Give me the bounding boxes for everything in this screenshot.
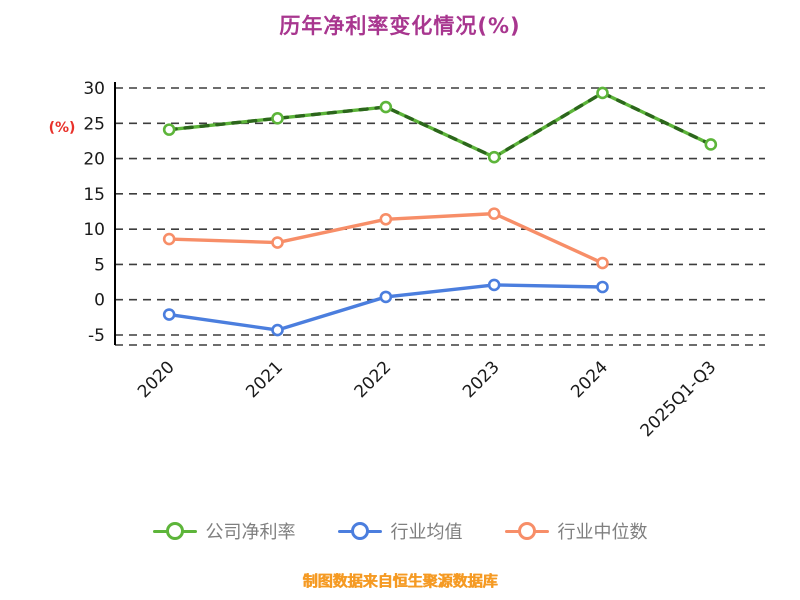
y-tick-label: 25 — [83, 114, 105, 134]
data-point-marker — [487, 207, 501, 220]
legend-item-company-net-margin[interactable]: 公司净利率 — [152, 518, 296, 544]
x-tick-label: 2025Q1-Q3 — [637, 357, 721, 441]
y-tick-label: 15 — [83, 185, 105, 205]
x-tick-label: 2022 — [351, 357, 396, 402]
x-tick-label: 2021 — [242, 357, 287, 402]
data-point-marker — [162, 123, 176, 136]
x-tick-label: 2024 — [567, 357, 612, 402]
data-point-marker — [379, 100, 393, 114]
data-point-marker — [162, 308, 176, 321]
data-point-marker — [487, 150, 501, 164]
x-tick-label: 2020 — [134, 357, 179, 402]
data-point-marker — [271, 112, 284, 125]
data-point-marker — [596, 256, 609, 270]
y-tick-label: 20 — [83, 150, 105, 170]
data-point-marker — [271, 236, 284, 249]
legend-label: 行业中位数 — [557, 522, 648, 543]
y-tick-label: 30 — [83, 79, 105, 99]
data-point-marker — [271, 323, 284, 337]
legend-line-circle-marker — [152, 522, 197, 540]
data-point-marker — [162, 232, 176, 246]
data-source-note: 制图数据来自恒生聚源数据库 — [302, 572, 498, 590]
series-line — [167, 91, 713, 159]
legend-line-circle-marker — [337, 522, 382, 540]
y-tick-label: -5 — [88, 326, 105, 346]
chart-legend: 公司净利率 行业均值 行业中位数 — [0, 518, 800, 544]
legend-item-industry-average[interactable]: 行业均值 — [337, 518, 463, 544]
legend-line-circle-marker — [504, 522, 549, 540]
legend-item-industry-median[interactable]: 行业中位数 — [504, 518, 648, 544]
series-line-dash-overlay — [167, 91, 713, 159]
data-point-marker — [596, 86, 609, 100]
data-point-marker — [379, 290, 393, 304]
data-point-marker — [704, 138, 718, 151]
data-point-marker — [379, 212, 393, 226]
legend-label: 公司净利率 — [205, 522, 296, 543]
data-point-marker — [487, 278, 501, 292]
chart-title: 历年净利率变化情况(%) — [279, 14, 521, 38]
y-tick-label: 10 — [83, 220, 105, 240]
y-tick-label: 5 — [94, 255, 105, 275]
data-point-marker — [596, 280, 609, 294]
line-chart-plot: 30 25 20 15 10 5 0 -5 (%) 2020 2021 2022 2023 2024 202… — [49, 79, 765, 441]
legend-label: 行业均值 — [390, 522, 463, 543]
x-tick-label: 2023 — [459, 357, 504, 402]
y-tick-label: 0 — [94, 291, 105, 311]
y-axis-unit-label: (%) — [49, 120, 76, 136]
